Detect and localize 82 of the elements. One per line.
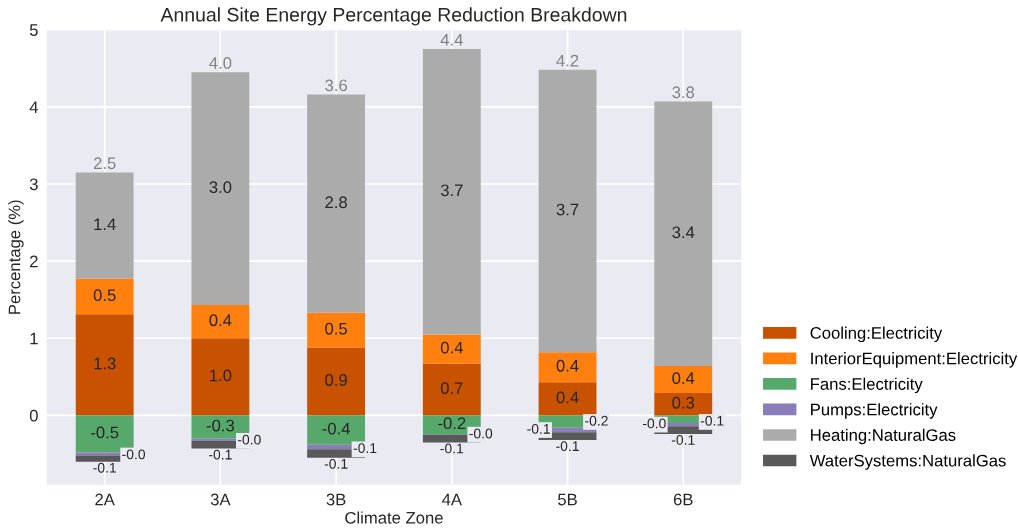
data-label: -0.1 <box>440 443 464 454</box>
x-tick-label: 2A <box>95 493 115 506</box>
bar <box>307 415 366 445</box>
data-label: 0.4 <box>556 391 579 404</box>
x-tick-label: 3B <box>326 493 346 506</box>
total-label: 4.4 <box>440 34 463 46</box>
bar <box>75 314 134 416</box>
bar <box>654 393 713 416</box>
data-label: 1.0 <box>210 369 232 382</box>
data-label: 3.7 <box>440 184 463 197</box>
x-tick-label: 5B <box>558 493 577 506</box>
data-label: -0.1 <box>671 435 695 445</box>
data-label: 0.4 <box>440 341 463 354</box>
data-label: -0.4 <box>322 422 350 435</box>
data-label: 3.4 <box>672 226 695 239</box>
legend-label: Pumps:Electricity <box>811 403 938 419</box>
bar <box>422 49 481 335</box>
data-label: -0.1 <box>527 423 550 434</box>
bar <box>422 363 481 416</box>
data-label: 0.4 <box>672 372 695 384</box>
data-label: 0.4 <box>556 359 579 372</box>
bar <box>654 366 713 394</box>
data-label: -0.0 <box>237 434 261 445</box>
total-label: 3.8 <box>672 86 695 99</box>
total-label: 4.0 <box>209 57 232 69</box>
x-axis-title: Climate Zone <box>345 511 443 524</box>
total-label: 4.2 <box>556 54 579 67</box>
data-label: 2.8 <box>325 196 347 209</box>
bar <box>422 334 481 364</box>
data-label: -0.0 <box>469 428 493 439</box>
data-label: 3.0 <box>209 181 232 194</box>
y-tick-label: 5 <box>29 24 38 36</box>
data-label: -0.1 <box>556 441 579 452</box>
data-label: 0.3 <box>672 396 695 409</box>
legend-label: InteriorEquipment:Electricity <box>811 352 1018 368</box>
bar <box>654 101 713 367</box>
bar <box>307 347 366 416</box>
data-label: -0.0 <box>642 418 666 429</box>
data-label: 0.9 <box>325 374 347 386</box>
data-label: 0.5 <box>325 322 347 335</box>
data-label: -0.1 <box>209 449 232 460</box>
data-label: -0.5 <box>91 426 119 439</box>
bar <box>191 72 250 306</box>
bar <box>75 172 134 279</box>
legend-label: WaterSystems:NaturalGas <box>809 454 1006 470</box>
y-tick-label: 4 <box>29 101 39 113</box>
x-tick-label: 4A <box>442 493 462 506</box>
bar <box>538 382 597 416</box>
data-label: 0.4 <box>209 314 232 327</box>
legend-label: Fans:Electricity <box>811 377 923 394</box>
total-label: 3.6 <box>325 79 347 92</box>
bar <box>191 338 250 416</box>
total-label: 2.5 <box>93 157 116 170</box>
data-label: -0.1 <box>353 443 377 454</box>
data-label: 3.7 <box>556 203 579 216</box>
data-label: -0.2 <box>585 415 608 426</box>
data-label: -0.1 <box>93 462 116 473</box>
y-tick-label: 0 <box>29 409 38 422</box>
data-label: -0.1 <box>700 415 724 426</box>
x-tick-label: 6B <box>673 493 693 506</box>
data-label: -0.1 <box>324 458 348 469</box>
legend-label: Cooling:Electricity <box>810 326 943 343</box>
bar <box>191 305 250 339</box>
data-label: 1.4 <box>94 218 116 230</box>
x-tick-label: 3A <box>210 493 231 506</box>
data-label: -0.0 <box>122 449 146 460</box>
bar <box>307 94 366 313</box>
bar <box>538 352 597 383</box>
data-label: 1.3 <box>94 357 116 370</box>
legend-label: Heating:NaturalGas <box>811 428 956 445</box>
y-tick-label: 2 <box>30 255 38 268</box>
bar <box>75 278 134 315</box>
bar <box>538 69 597 353</box>
bar <box>307 312 366 348</box>
chart-title: Annual Site Energy Percentage Reduction Breakdown <box>160 7 627 26</box>
y-axis-title: Percentage (%) <box>8 200 24 314</box>
data-label: 0.5 <box>93 289 116 302</box>
data-label: 0.7 <box>440 382 463 395</box>
data-label: -0.3 <box>206 419 235 432</box>
y-tick-label: 1 <box>30 332 38 345</box>
y-tick-label: 3 <box>29 178 38 191</box>
data-label: -0.2 <box>438 417 466 430</box>
